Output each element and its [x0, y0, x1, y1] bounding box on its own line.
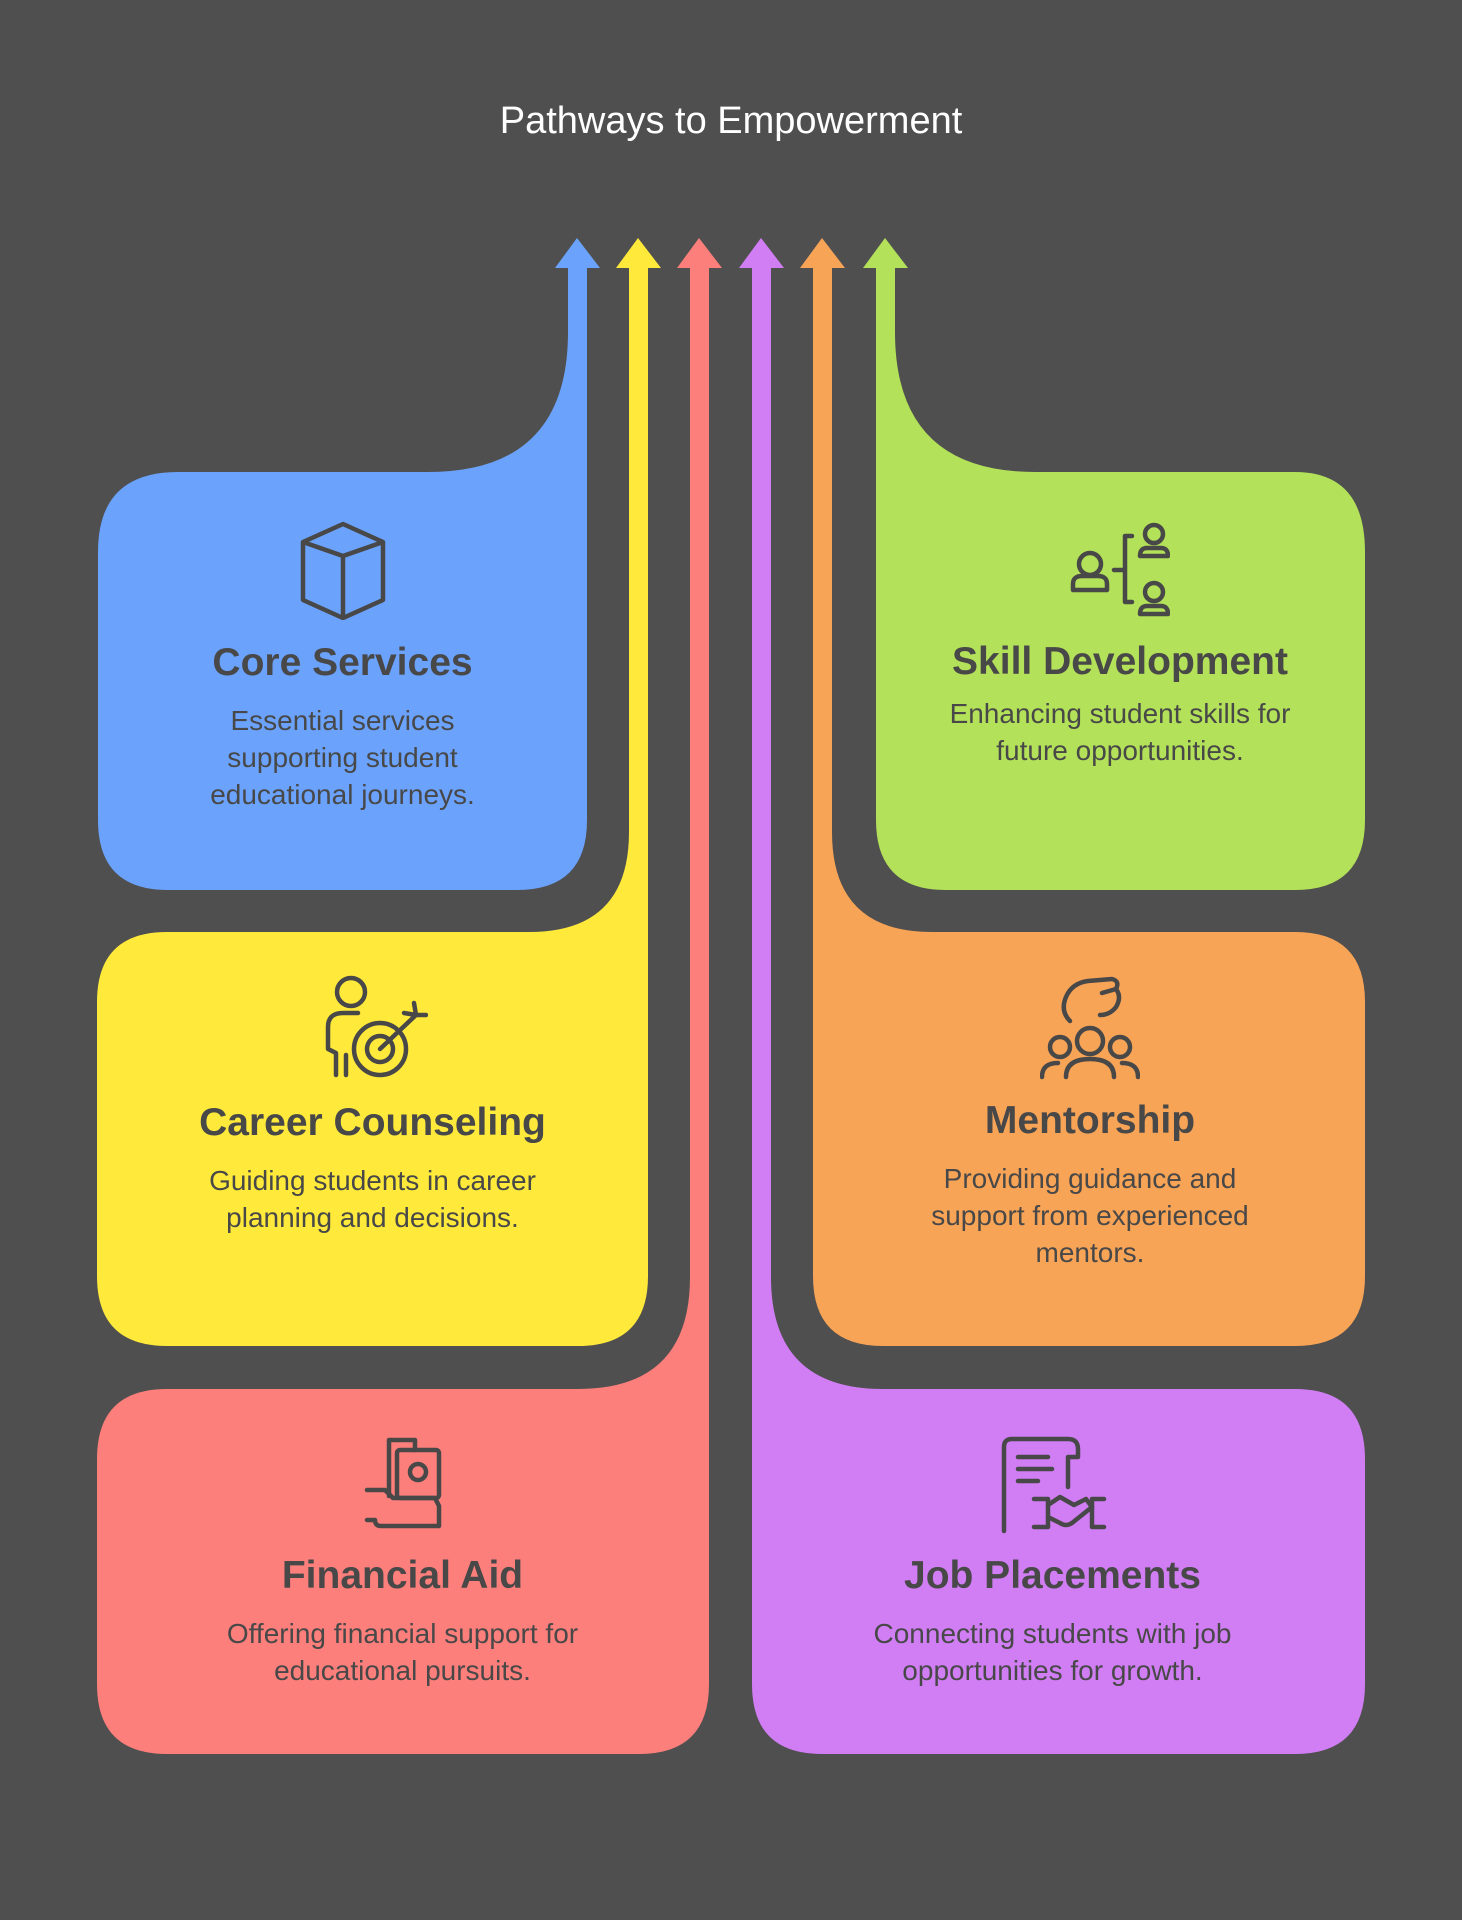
- mentorship-shape: [800, 238, 1365, 1346]
- card-core-services: Core Services Essential services support…: [140, 520, 545, 813]
- core-services-heading: Core Services: [212, 641, 473, 684]
- skill-development-description: Enhancing student skills for future oppo…: [949, 698, 1291, 766]
- contract-handshake-icon: [1001, 1436, 1106, 1534]
- core-services-description: Essential services supporting student ed…: [210, 705, 475, 810]
- job-placements-shape: [739, 238, 1365, 1754]
- cube-icon: [300, 521, 385, 620]
- skill-development-heading: Skill Development: [952, 640, 1288, 683]
- card-job-placements: Job Placements Connecting students with …: [830, 1435, 1275, 1689]
- financial-aid-heading: Financial Aid: [281, 1554, 524, 1597]
- card-career-counseling: Career Counseling Guiding students in ca…: [150, 975, 595, 1236]
- mentorship-description: Providing guidance and support from expe…: [931, 1163, 1249, 1268]
- mentorship-heading: Mentorship: [984, 1099, 1196, 1142]
- career-counseling-heading: Career Counseling: [199, 1101, 546, 1144]
- job-placements-heading: Job Placements: [904, 1554, 1201, 1597]
- mentor-tree-icon: [1070, 522, 1170, 617]
- hand-group-icon: [1040, 976, 1140, 1080]
- diagram-title: Pathways to Empowerment: [499, 100, 963, 142]
- career-counseling-shape: [97, 238, 661, 1346]
- career-counseling-description: Guiding students in career planning and …: [209, 1165, 536, 1233]
- person-target-icon: [325, 975, 428, 1078]
- hand-money-icon: [364, 1437, 441, 1529]
- card-mentorship: Mentorship Providing guidance and suppor…: [870, 975, 1310, 1271]
- core-services-shape: [98, 238, 600, 890]
- card-skill-development: Skill Development Enhancing student skil…: [920, 522, 1320, 769]
- skill-development-shape: [863, 238, 1365, 890]
- financial-aid-description: Offering financial support for education…: [226, 1618, 579, 1686]
- job-placements-description: Connecting students with job opportuniti…: [873, 1618, 1232, 1686]
- card-financial-aid: Financial Aid Offering financial support…: [190, 1436, 615, 1689]
